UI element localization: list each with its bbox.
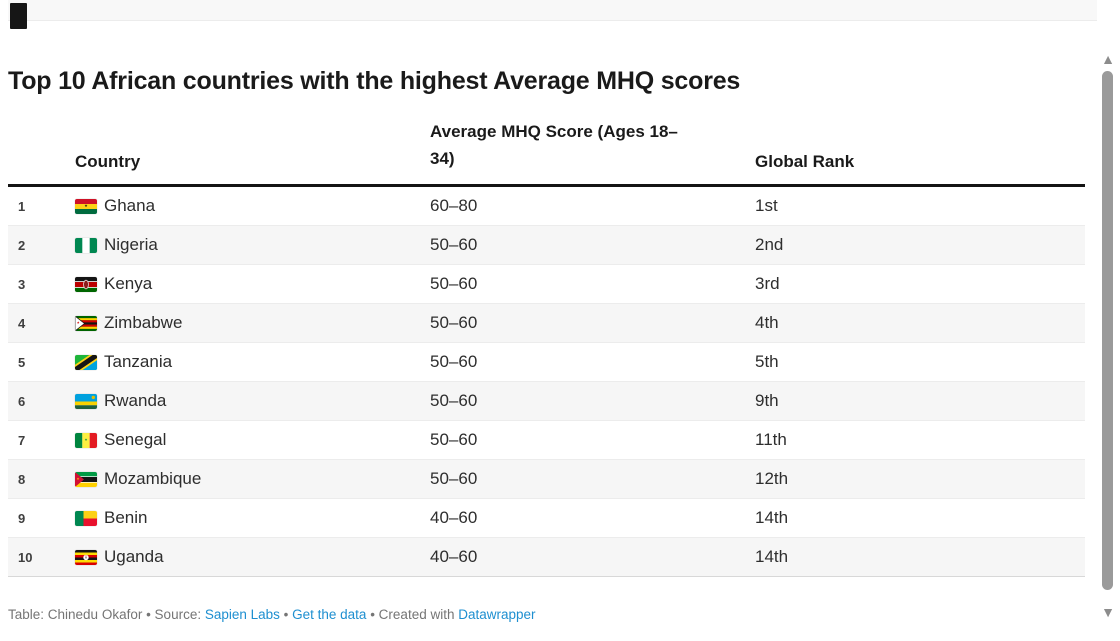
rank-cell: 7	[18, 432, 26, 448]
top-bar	[8, 0, 1097, 21]
country-name: Uganda	[104, 547, 164, 566]
country-name: Mozambique	[104, 469, 202, 488]
footer-created-with-text: • Created with	[366, 607, 459, 622]
kenya-flag-icon	[75, 276, 97, 292]
country-cell: Benin	[75, 499, 430, 538]
rank-cell: 4	[18, 315, 26, 331]
rank-cell: 5	[18, 354, 26, 370]
table-row: 2 Nigeria 50–60 2nd	[8, 225, 1085, 265]
country-cell: Mozambique	[75, 460, 430, 499]
footer-separator: •	[279, 607, 293, 622]
country-cell: Uganda	[75, 538, 430, 577]
country-name: Senegal	[104, 430, 167, 449]
score-cell: 50–60	[430, 469, 478, 488]
rank-cell: 1	[18, 198, 26, 214]
country-name: Benin	[104, 508, 148, 527]
uganda-flag-icon	[75, 549, 97, 565]
country-name: Nigeria	[104, 235, 158, 254]
attribution-footer: Table: Chinedu Okafor • Source: Sapien L…	[8, 606, 536, 624]
get-the-data-link[interactable]: Get the data	[292, 607, 367, 622]
mhq-table: Country Average MHQ Score (Ages 18–34) G…	[8, 115, 1085, 577]
table-row: 7 Senegal 50–60 11th	[8, 421, 1085, 460]
col-header-country: Country	[75, 115, 430, 187]
global-rank-cell: 11th	[755, 430, 787, 449]
country-cell: Ghana	[75, 186, 430, 226]
rank-cell: 8	[18, 471, 26, 487]
col-header-rank	[8, 115, 75, 187]
zimbabwe-flag-icon	[75, 315, 97, 331]
country-name: Tanzania	[104, 352, 173, 371]
ghana-flag-icon	[75, 198, 97, 214]
rank-cell: 10	[18, 549, 33, 565]
score-cell: 50–60	[430, 391, 478, 410]
global-rank-cell: 14th	[755, 547, 789, 566]
score-cell: 50–60	[430, 430, 478, 449]
country-cell: Rwanda	[75, 382, 430, 421]
score-cell: 50–60	[430, 313, 478, 332]
global-rank-cell: 9th	[755, 391, 779, 410]
rank-cell: 2	[18, 237, 26, 253]
global-rank-cell: 4th	[755, 313, 779, 332]
col-header-score: Average MHQ Score (Ages 18–34)	[430, 115, 755, 187]
datawrapper-link[interactable]: Datawrapper	[458, 607, 536, 622]
global-rank-cell: 2nd	[755, 235, 784, 254]
table-row: 10 Uganda 40–60 14th	[8, 537, 1085, 577]
table-row: 5 Tanzania 50–60 5th	[8, 343, 1085, 382]
score-cell: 50–60	[430, 274, 478, 293]
score-cell: 40–60	[430, 547, 478, 566]
global-rank-cell: 5th	[755, 352, 779, 371]
rwanda-flag-icon	[75, 393, 97, 409]
rank-cell: 9	[18, 510, 26, 526]
scroll-up-icon[interactable]: ▲	[1101, 51, 1115, 67]
nigeria-flag-icon	[75, 237, 97, 253]
footer-byline-text: Table: Chinedu Okafor • Source:	[8, 607, 205, 622]
rank-cell: 3	[18, 276, 26, 292]
country-name: Kenya	[104, 274, 153, 293]
country-cell: Tanzania	[75, 343, 430, 382]
score-cell: 50–60	[430, 352, 478, 371]
global-rank-cell: 1st	[755, 196, 778, 215]
country-cell: Kenya	[75, 265, 430, 304]
benin-flag-icon	[75, 510, 97, 526]
table-header-row: Country Average MHQ Score (Ages 18–34) G…	[8, 115, 1085, 187]
mozambique-flag-icon	[75, 471, 97, 487]
page-title: Top 10 African countries with the highes…	[8, 66, 741, 95]
country-cell: Zimbabwe	[75, 304, 430, 343]
score-cell: 50–60	[430, 235, 478, 254]
table-row: 1 Ghana 60–80 1st	[8, 186, 1085, 226]
country-cell: Nigeria	[75, 226, 430, 265]
scrollbar-thumb[interactable]	[1102, 71, 1113, 590]
rank-cell: 6	[18, 393, 26, 409]
table-row: 9 Benin 40–60 14th	[8, 499, 1085, 538]
table-row: 4 Zimbabwe 50–60 4th	[8, 303, 1085, 343]
tanzania-flag-icon	[75, 354, 97, 370]
table-row: 3 Kenya 50–60 3rd	[8, 265, 1085, 304]
country-name: Zimbabwe	[104, 313, 183, 332]
col-header-global-rank: Global Rank	[755, 115, 1085, 187]
top-left-marker	[10, 3, 27, 29]
global-rank-cell: 3rd	[755, 274, 780, 293]
global-rank-cell: 12th	[755, 469, 789, 488]
table-row: 6 Rwanda 50–60 9th	[8, 381, 1085, 421]
country-cell: Senegal	[75, 421, 430, 460]
country-name: Rwanda	[104, 391, 167, 410]
source-link[interactable]: Sapien Labs	[204, 607, 280, 622]
score-cell: 40–60	[430, 508, 478, 527]
score-cell: 60–80	[430, 196, 478, 215]
global-rank-cell: 14th	[755, 508, 789, 527]
table-row: 8 Mozambique 50–60 12th	[8, 459, 1085, 499]
senegal-flag-icon	[75, 432, 97, 448]
country-name: Ghana	[104, 196, 156, 215]
scroll-down-icon[interactable]: ▼	[1101, 604, 1115, 620]
